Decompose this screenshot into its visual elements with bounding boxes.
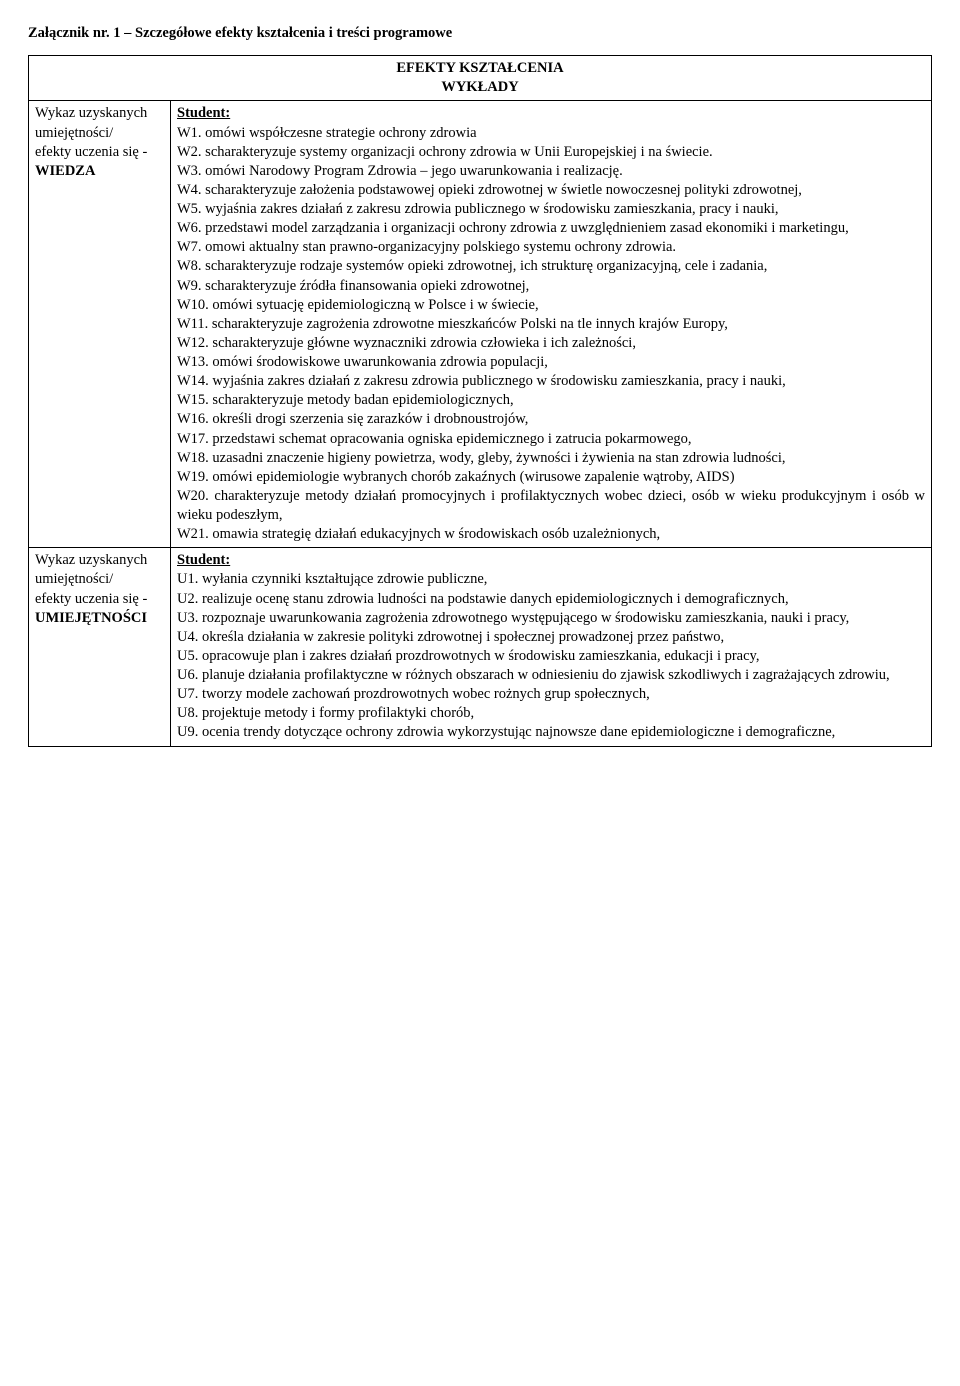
- list-item: W2. scharakteryzuje systemy organizacji …: [177, 143, 925, 162]
- wiedza-label-l3: efekty uczenia się -: [35, 144, 147, 160]
- list-item: U5. opracowuje plan i zakres działań pro…: [177, 647, 925, 666]
- list-item: U3. rozpoznaje uwarunkowania zagrożenia …: [177, 609, 925, 628]
- student-label: Student:: [177, 105, 230, 121]
- umiej-label-l2: umiejętności/: [35, 571, 113, 587]
- list-item: W16. określi drogi szerzenia się zarazkó…: [177, 410, 925, 429]
- wiedza-label-l4: WIEDZA: [35, 163, 95, 179]
- umiej-label-cell: Wykaz uzyskanych umiejętności/ efekty uc…: [29, 548, 171, 746]
- list-item: W5. wyjaśnia zakres działań z zakresu zd…: [177, 200, 925, 219]
- umiej-label-l1: Wykaz uzyskanych: [35, 552, 147, 568]
- umiej-content-cell: Student: U1. wyłania czynniki kształtują…: [171, 548, 932, 746]
- list-item: W18. uzasadni znaczenie higieny powietrz…: [177, 449, 925, 468]
- umiej-items: U1. wyłania czynniki kształtujące zdrowi…: [177, 570, 925, 742]
- list-item: W7. omowi aktualny stan prawno-organizac…: [177, 238, 925, 257]
- list-item: U7. tworzy modele zachowań prozdrowotnyc…: [177, 685, 925, 704]
- list-item: U2. realizuje ocenę stanu zdrowia ludnoś…: [177, 590, 925, 609]
- list-item: W19. omówi epidemiologie wybranych choró…: [177, 468, 925, 487]
- list-item: U6. planuje działania profilaktyczne w r…: [177, 666, 925, 685]
- header-line-2: WYKŁADY: [35, 78, 925, 97]
- wiedza-label-l2: umiejętności/: [35, 125, 113, 141]
- list-item: W15. scharakteryzuje metody badan epidem…: [177, 391, 925, 410]
- list-item: W17. przedstawi schemat opracowania ogni…: [177, 430, 925, 449]
- list-item: U8. projektuje metody i formy profilakty…: [177, 704, 925, 723]
- list-item: W20. charakteryzuje metody działań promo…: [177, 487, 925, 525]
- table-header-row: EFEKTY KSZTAŁCENIA WYKŁADY: [29, 56, 932, 101]
- wiedza-items: W1. omówi współczesne strategie ochrony …: [177, 124, 925, 545]
- list-item: U1. wyłania czynniki kształtujące zdrowi…: [177, 570, 925, 589]
- list-item: W9. scharakteryzuje źródła finansowania …: [177, 277, 925, 296]
- wiedza-label-l1: Wykaz uzyskanych: [35, 105, 147, 121]
- list-item: U9. ocenia trendy dotyczące ochrony zdro…: [177, 723, 925, 742]
- header-line-1: EFEKTY KSZTAŁCENIA: [35, 59, 925, 78]
- list-item: W6. przedstawi model zarządzania i organ…: [177, 219, 925, 238]
- table-header-cell: EFEKTY KSZTAŁCENIA WYKŁADY: [29, 56, 932, 101]
- student-label: Student:: [177, 552, 230, 568]
- list-item: W1. omówi współczesne strategie ochrony …: [177, 124, 925, 143]
- list-item: W8. scharakteryzuje rodzaje systemów opi…: [177, 257, 925, 276]
- wiedza-content-cell: Student: W1. omówi współczesne strategie…: [171, 101, 932, 548]
- list-item: U4. określa działania w zakresie polityk…: [177, 628, 925, 647]
- list-item: W4. scharakteryzuje założenia podstawowe…: [177, 181, 925, 200]
- list-item: W13. omówi środowiskowe uwarunkowania zd…: [177, 353, 925, 372]
- list-item: W12. scharakteryzuje główne wyznaczniki …: [177, 334, 925, 353]
- wiedza-label-cell: Wykaz uzyskanych umiejętności/ efekty uc…: [29, 101, 171, 548]
- document-title: Załącznik nr. 1 – Szczegółowe efekty ksz…: [28, 24, 932, 43]
- list-item: W10. omówi sytuację epidemiologiczną w P…: [177, 296, 925, 315]
- list-item: W11. scharakteryzuje zagrożenia zdrowotn…: [177, 315, 925, 334]
- umiej-label-l4: UMIEJĘTNOŚCI: [35, 610, 147, 626]
- list-item: W21. omawia strategię działań edukacyjny…: [177, 525, 925, 544]
- outcomes-table: EFEKTY KSZTAŁCENIA WYKŁADY Wykaz uzyskan…: [28, 55, 932, 746]
- list-item: W3. omówi Narodowy Program Zdrowia – jeg…: [177, 162, 925, 181]
- umiejetnosci-row: Wykaz uzyskanych umiejętności/ efekty uc…: [29, 548, 932, 746]
- umiej-label-l3: efekty uczenia się -: [35, 591, 147, 607]
- wiedza-row: Wykaz uzyskanych umiejętności/ efekty uc…: [29, 101, 932, 548]
- list-item: W14. wyjaśnia zakres działań z zakresu z…: [177, 372, 925, 391]
